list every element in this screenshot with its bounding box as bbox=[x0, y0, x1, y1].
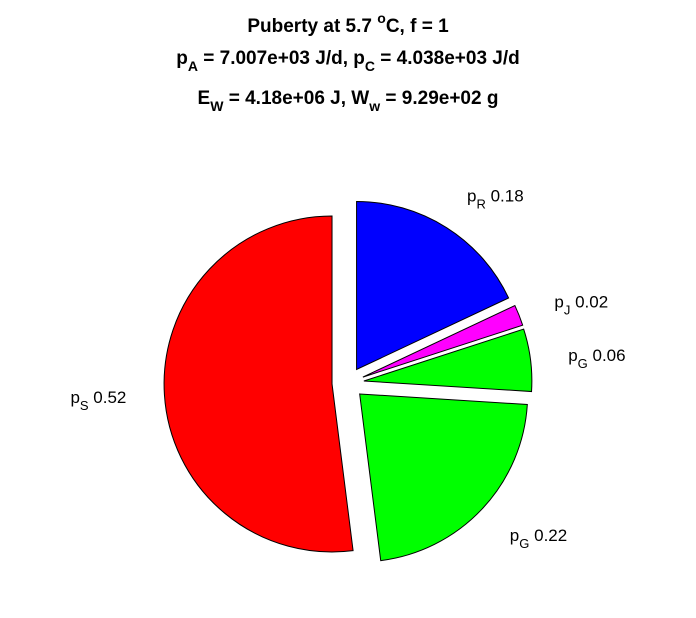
slice-label-subscript: S bbox=[80, 398, 89, 413]
title-ww-sub: w bbox=[368, 98, 380, 114]
title-ew-sub: W bbox=[210, 98, 224, 114]
slice-label-symbol: p bbox=[510, 526, 519, 545]
slice-label-symbol: p bbox=[568, 346, 577, 365]
pie-slice-g-2 bbox=[363, 328, 533, 393]
slice-label-value: 0.18 bbox=[486, 187, 524, 206]
slice-label-symbol: p bbox=[467, 187, 476, 206]
title-line-2: pA = 7.007e+03 J/d, pC = 4.038e+03 J/d bbox=[176, 48, 520, 74]
title-pa-symbol: p bbox=[176, 48, 188, 69]
pie-slices bbox=[163, 200, 533, 562]
slice-label-value: 0.02 bbox=[570, 292, 608, 311]
slice-label-3: pG 0.22 bbox=[510, 526, 567, 551]
slice-label-symbol: p bbox=[554, 292, 563, 311]
title-line-1-suffix: C, f = 1 bbox=[386, 16, 449, 37]
title-line-1-prefix: Puberty at 5.7 bbox=[247, 16, 377, 37]
pie-slice-s-4 bbox=[163, 215, 354, 553]
slice-label-subscript: G bbox=[578, 356, 588, 371]
title-pc-value: = 4.038e+03 J/d bbox=[375, 48, 520, 69]
title-ww-symbol: W bbox=[351, 88, 369, 109]
slice-label-1: pJ 0.02 bbox=[554, 292, 608, 317]
pie-slice-g-3 bbox=[359, 393, 528, 562]
slice-label-subscript: R bbox=[476, 197, 485, 212]
title-ew-value: = 4.18e+06 J, bbox=[223, 88, 351, 109]
title-pa-sub: A bbox=[188, 58, 198, 74]
title-pa-value: = 7.007e+03 J/d, bbox=[198, 48, 353, 69]
pie-slice-r-0 bbox=[356, 200, 510, 371]
title-pc-symbol: p bbox=[353, 48, 365, 69]
title-degree-sup: o bbox=[377, 10, 386, 26]
slice-label-value: 0.52 bbox=[89, 388, 127, 407]
slice-label-4: pS 0.52 bbox=[70, 388, 126, 413]
title-pc-sub: C bbox=[365, 58, 375, 74]
slice-label-symbol: p bbox=[70, 388, 79, 407]
chart-title: Puberty at 5.7 oC, f = 1 pA = 7.007e+03 … bbox=[176, 10, 520, 114]
slice-label-0: pR 0.18 bbox=[467, 187, 524, 212]
title-line-3: EW = 4.18e+06 J, Ww = 9.29e+02 g bbox=[198, 88, 499, 114]
pie-slice-j-1 bbox=[362, 304, 524, 378]
title-ew-symbol: E bbox=[198, 88, 211, 109]
title-line-1: Puberty at 5.7 oC, f = 1 bbox=[247, 10, 449, 37]
title-ww-value: = 9.29e+02 g bbox=[380, 88, 498, 109]
slice-label-value: 0.06 bbox=[588, 346, 626, 365]
slice-label-subscript: G bbox=[519, 536, 529, 551]
slice-label-value: 0.22 bbox=[529, 526, 567, 545]
slice-label-2: pG 0.06 bbox=[568, 346, 625, 371]
slice-label-subscript: J bbox=[564, 302, 571, 317]
